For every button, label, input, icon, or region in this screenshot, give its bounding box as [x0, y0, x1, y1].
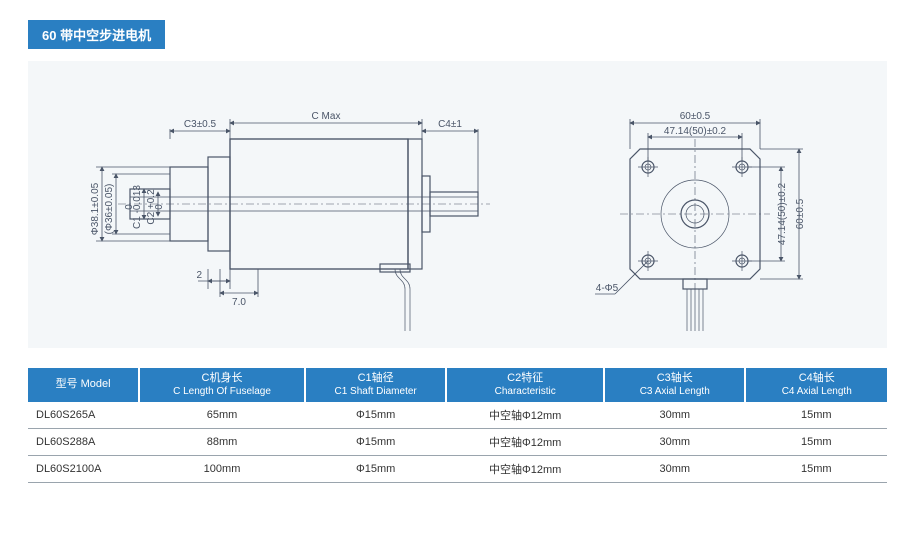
- page-title: 60 带中空步进电机: [28, 20, 165, 49]
- dim-d1: Φ38.1±0.05: [90, 182, 101, 235]
- dim-cmax: C Max: [312, 111, 341, 122]
- table-cell: 中空轴Φ12mm: [446, 402, 604, 429]
- table-header: C机身长C Length Of Fuselage: [139, 368, 305, 402]
- table-cell: 30mm: [604, 402, 745, 429]
- table-cell: DL60S2100A: [28, 456, 139, 483]
- dim-c3: C3±0.5: [184, 119, 217, 130]
- side-view-drawing: C3±0.5 C Max C4±1 Φ38.1±0.05 (Φ36±0.05) …: [60, 79, 520, 334]
- dim-c4: C4±1: [438, 119, 462, 130]
- dim-zero2: 0: [154, 204, 165, 210]
- dim-w: 60±0.5: [679, 111, 710, 122]
- table-cell: 15mm: [745, 429, 887, 456]
- table-cell: 中空轴Φ12mm: [446, 456, 604, 483]
- table-cell: 15mm: [745, 456, 887, 483]
- dim-bc: 47.14(50)±0.2: [664, 126, 727, 137]
- table-cell: DL60S288A: [28, 429, 139, 456]
- table-cell: 100mm: [139, 456, 305, 483]
- table-cell: DL60S265A: [28, 402, 139, 429]
- table-header: C3轴长C3 Axial Length: [604, 368, 745, 402]
- table-header: 型号 Model: [28, 368, 139, 402]
- table-cell: 中空轴Φ12mm: [446, 429, 604, 456]
- table-cell: 15mm: [745, 402, 887, 429]
- dim-d2: (Φ36±0.05): [104, 184, 115, 235]
- table-cell: 65mm: [139, 402, 305, 429]
- table-cell: Φ15mm: [305, 456, 446, 483]
- front-view-drawing: 60±0.5 47.14(50)±0.2 60±0.5 47.14(50)±0.…: [585, 79, 855, 334]
- table-cell: 30mm: [604, 429, 745, 456]
- table-cell: 88mm: [139, 429, 305, 456]
- dim-h: 60±0.5: [795, 198, 806, 229]
- table-cell: 30mm: [604, 456, 745, 483]
- dim-hole: 4-Φ5: [596, 283, 619, 294]
- table-cell: Φ15mm: [305, 402, 446, 429]
- diagram-panel: C3±0.5 C Max C4±1 Φ38.1±0.05 (Φ36±0.05) …: [28, 61, 887, 348]
- table-row: DL60S288A88mmΦ15mm中空轴Φ12mm30mm15mm: [28, 429, 887, 456]
- table-header: C1轴径C1 Shaft Diameter: [305, 368, 446, 402]
- table-row: DL60S265A65mmΦ15mm中空轴Φ12mm30mm15mm: [28, 402, 887, 429]
- table-header: C4轴长C4 Axial Length: [745, 368, 887, 402]
- table-cell: Φ15mm: [305, 429, 446, 456]
- dim-zero1: 0: [124, 204, 135, 210]
- dim-2: 2: [197, 270, 203, 281]
- dim-bcv: 47.14(50)±0.2: [777, 182, 788, 245]
- spec-table: 型号 ModelC机身长C Length Of FuselageC1轴径C1 S…: [28, 368, 887, 483]
- table-header: C2特征Characteristic: [446, 368, 604, 402]
- table-row: DL60S2100A100mmΦ15mm中空轴Φ12mm30mm15mm: [28, 456, 887, 483]
- dim-7: 7.0: [232, 297, 246, 308]
